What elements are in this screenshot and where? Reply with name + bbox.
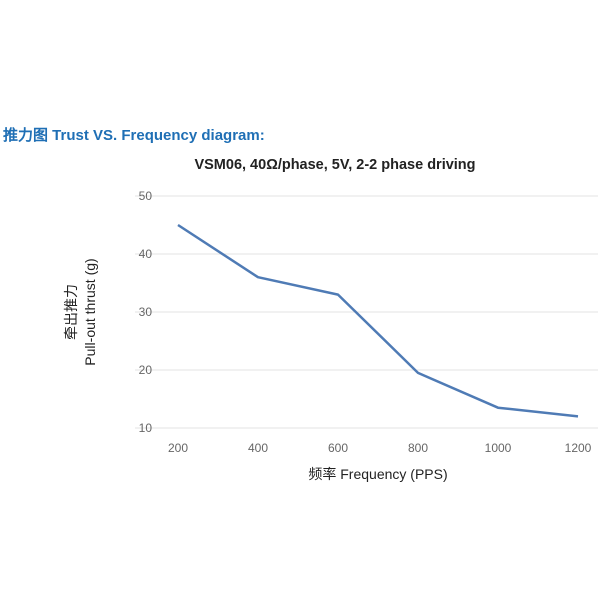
x-axis-label: 频率 Frequency (PPS) xyxy=(308,466,447,482)
x-tick-label: 800 xyxy=(408,441,428,455)
x-tick-label: 1000 xyxy=(485,441,512,455)
chart-title: VSM06, 40Ω/phase, 5V, 2-2 phase driving xyxy=(194,157,476,173)
y-tick-label: 30 xyxy=(139,305,153,319)
diagram-heading: 推力图 Trust VS. Frequency diagram: xyxy=(3,127,265,144)
x-tick-label: 600 xyxy=(328,441,348,455)
series-line xyxy=(177,223,579,418)
y-axis-label: Pull-out thrust (g) xyxy=(82,258,98,365)
x-tick-label: 400 xyxy=(248,441,268,455)
y-tick-label: 20 xyxy=(139,363,153,377)
y-axis-label-cn: 牵出推力 xyxy=(63,284,79,340)
y-tick-label: 50 xyxy=(139,189,153,203)
y-tick-label: 10 xyxy=(139,421,153,435)
x-tick-label: 200 xyxy=(168,441,188,455)
x-tick-label: 1200 xyxy=(565,441,592,455)
y-tick-label: 40 xyxy=(139,247,153,261)
